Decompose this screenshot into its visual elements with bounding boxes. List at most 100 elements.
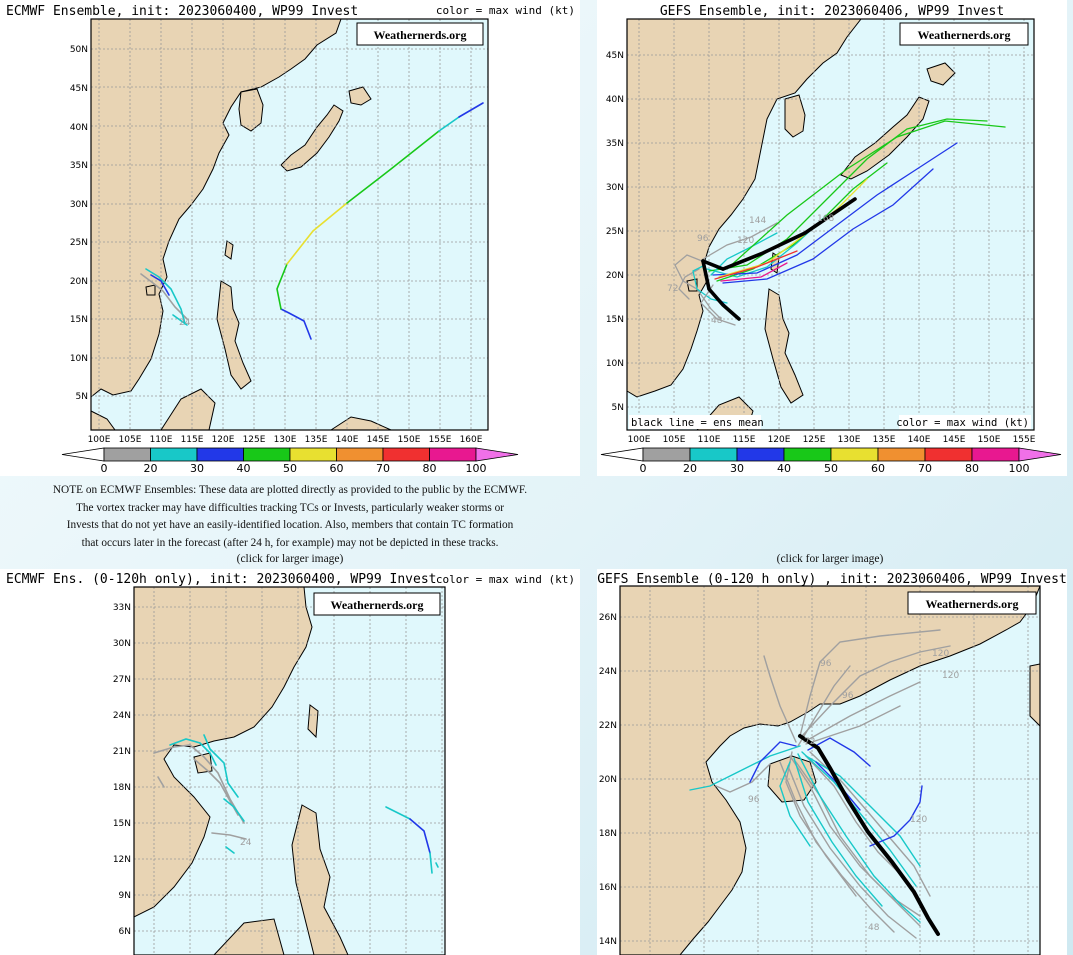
colorbar-tick-label: 30 <box>190 462 204 475</box>
svg-text:40N: 40N <box>606 95 624 105</box>
graticule <box>134 587 445 955</box>
asia-mainland <box>619 585 1041 955</box>
note-line: that occurs later in the forecast (after… <box>81 536 499 549</box>
track-hour-label: 24 <box>179 318 191 328</box>
colorbar-swatch <box>103 447 151 462</box>
colorbar-tick-label: 0 <box>640 462 647 475</box>
colorbar-tick-label: 50 <box>283 462 297 475</box>
svg-text:10N: 10N <box>606 359 624 369</box>
svg-text:24N: 24N <box>599 667 617 677</box>
svg-text:100E: 100E <box>88 435 111 445</box>
colorbar-swatch <box>783 447 832 462</box>
svg-text:Weathernerds.org: Weathernerds.org <box>331 598 424 612</box>
svg-text:5N: 5N <box>612 403 624 413</box>
colorbar-swatch <box>736 447 785 462</box>
svg-text:110E: 110E <box>698 435 721 445</box>
svg-text:120: 120 <box>737 236 754 246</box>
colorbar-min-arrow <box>600 447 644 462</box>
color-legend-label: color = max wind (kt) <box>436 573 575 586</box>
ens-mean-legend: black line = ens mean <box>629 415 764 429</box>
hainan <box>193 752 213 774</box>
svg-text:72: 72 <box>667 284 678 294</box>
svg-text:96: 96 <box>842 691 854 701</box>
track-hour-label: 24 <box>240 838 252 848</box>
lat-axis: 45N 40N 35N 30N 25N 20N 15N 10N 5N <box>606 51 624 413</box>
gefs-120h-map: GEFS Ensemble (0-120 h only) , init: 202… <box>597 572 1067 955</box>
svg-text:color = max wind (kt): color = max wind (kt) <box>896 417 1029 429</box>
lon-axis: 100E 105E 110E 115E 120E 125E 130E 135E … <box>628 435 1036 445</box>
svg-text:20N: 20N <box>70 277 88 287</box>
svg-text:Weathernerds.org: Weathernerds.org <box>374 28 467 42</box>
philippines <box>291 804 349 955</box>
borneo <box>213 918 285 955</box>
colorbar-tick-label: 70 <box>918 462 932 475</box>
colorbar-swatch <box>243 447 291 462</box>
svg-text:144: 144 <box>749 216 766 226</box>
svg-text:135E: 135E <box>873 435 896 445</box>
ensemble-tracks <box>140 102 484 340</box>
gefs-120h-panel[interactable]: GEFS Ensemble (0-120 h only) , init: 202… <box>597 569 1067 955</box>
svg-text:14N: 14N <box>599 937 617 947</box>
colorbar-min-arrow <box>61 447 105 462</box>
colorbar-swatch <box>382 447 430 462</box>
svg-text:10N: 10N <box>70 354 88 364</box>
colorbar-swatch <box>289 447 337 462</box>
svg-text:50N: 50N <box>70 45 88 55</box>
svg-text:25N: 25N <box>70 238 88 248</box>
svg-text:115E: 115E <box>181 435 204 445</box>
svg-text:105E: 105E <box>119 435 142 445</box>
svg-text:96: 96 <box>697 234 709 244</box>
click-for-larger-image-link[interactable]: (click for larger image) <box>776 553 884 565</box>
svg-text:9N: 9N <box>119 891 131 901</box>
track-hour-labels: 96 120 120 96 72 96 120 48 <box>748 649 959 933</box>
gefs-ensemble-panel[interactable]: GEFS Ensemble, init: 2023060406, WP99 In… <box>597 0 1067 476</box>
colorbar-tick-label: 40 <box>777 462 791 475</box>
note-line: NOTE on ECMWF Ensembles: These data are … <box>52 484 528 496</box>
svg-text:120E: 120E <box>768 435 791 445</box>
svg-text:130E: 130E <box>838 435 861 445</box>
svg-text:100E: 100E <box>628 435 651 445</box>
svg-text:30N: 30N <box>70 200 88 210</box>
watermark: Weathernerds.org <box>313 592 441 616</box>
click-for-larger-image-link[interactable]: (click for larger image) <box>236 553 344 565</box>
svg-text:6N: 6N <box>119 927 131 937</box>
graticule <box>620 586 1040 955</box>
svg-text:black line = ens mean: black line = ens mean <box>631 417 764 429</box>
watermark: Weathernerds.org <box>907 591 1037 615</box>
colorbar-max-arrow <box>475 447 519 462</box>
ecmwf-120h-panel[interactable]: ECMWF Ens. (0-120h only), init: 20230604… <box>0 569 580 955</box>
ecmwf-ensemble-map: ECMWF Ensemble, init: 2023060400, WP99 I… <box>6 4 575 475</box>
svg-text:125E: 125E <box>803 435 826 445</box>
svg-text:72: 72 <box>804 737 815 747</box>
svg-text:150E: 150E <box>398 435 421 445</box>
colorbar-tick-label: 20 <box>144 462 158 475</box>
colorbar-tick-label: 20 <box>683 462 697 475</box>
svg-text:35N: 35N <box>70 161 88 171</box>
wind-colorbar: 0 20 30 40 50 60 70 80 100 <box>600 447 1062 475</box>
ensemble-mean-track <box>701 197 857 271</box>
asia-mainland <box>626 18 863 398</box>
svg-text:155E: 155E <box>429 435 452 445</box>
ecmwf-ensemble-panel[interactable]: ECMWF Ensemble, init: 2023060400, WP99 I… <box>0 0 580 476</box>
svg-text:12N: 12N <box>113 855 131 865</box>
svg-text:15N: 15N <box>606 315 624 325</box>
svg-text:18N: 18N <box>113 783 131 793</box>
map-frame <box>626 18 1035 431</box>
svg-text:45N: 45N <box>606 51 624 61</box>
svg-text:15N: 15N <box>70 315 88 325</box>
svg-text:150E: 150E <box>978 435 1001 445</box>
svg-text:18N: 18N <box>599 829 617 839</box>
hokkaido <box>926 62 956 86</box>
colorbar-tick-label: 70 <box>376 462 390 475</box>
colorbar-tick-label: 80 <box>965 462 979 475</box>
svg-text:135E: 135E <box>305 435 328 445</box>
svg-text:48: 48 <box>868 923 880 933</box>
svg-text:96: 96 <box>820 659 832 669</box>
colorbar-tick-label: 80 <box>423 462 437 475</box>
ecmwf-note: NOTE on ECMWF Ensembles: These data are … <box>0 482 580 552</box>
colorbar-swatch <box>429 447 477 462</box>
colorbar-swatch <box>642 447 691 462</box>
colorbar-swatch <box>689 447 738 462</box>
colorbar-swatch <box>150 447 198 462</box>
svg-text:105E: 105E <box>663 435 686 445</box>
